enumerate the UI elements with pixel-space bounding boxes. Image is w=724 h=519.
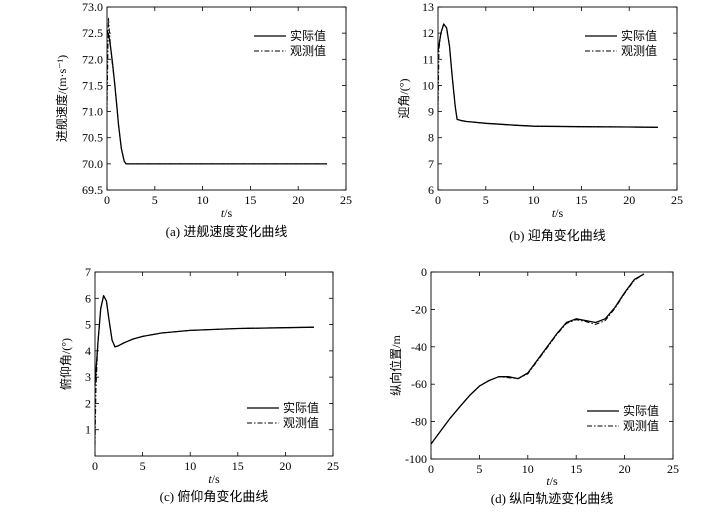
x-axis-label-var: t — [546, 474, 550, 488]
chart-caption: (d) 纵向轨迹变化曲线 — [491, 491, 613, 506]
y-tick-label: 4 — [85, 344, 91, 358]
y-tick-label: 73.0 — [82, 0, 103, 14]
plot-frame — [94, 271, 334, 457]
y-tick-label: 2 — [85, 396, 91, 410]
y-tick-label: 0 — [421, 265, 427, 279]
y-tick-label: 71.0 — [82, 105, 103, 119]
x-tick-label: 0 — [92, 459, 98, 473]
y-axis-label: 俯仰角/(°) — [58, 338, 73, 390]
legend-label: 观测值 — [623, 418, 659, 433]
series-line-observed — [437, 23, 658, 128]
series-line-observed — [430, 273, 645, 445]
y-tick-label: 70.5 — [82, 131, 103, 145]
y-tick-label: 71.5 — [82, 78, 103, 92]
y-tick-label: 72.0 — [82, 52, 103, 66]
x-tick-label: 10 — [197, 193, 209, 207]
x-tick-label: 5 — [483, 193, 489, 207]
y-axis-label: 纵向位置/m — [388, 335, 403, 396]
series-line-observed — [106, 17, 327, 165]
legend-label: 观测值 — [621, 43, 657, 58]
x-axis-label-var: t — [221, 206, 225, 220]
y-tick-label: -60 — [411, 377, 427, 391]
plot-frame — [430, 271, 674, 460]
y-tick-label: 7 — [85, 265, 91, 279]
x-tick-label: 20 — [292, 193, 304, 207]
x-axis-label: t/s — [221, 206, 233, 220]
chart-panel-2: 0 5 10 15 20 25 6 7 8 9 10 11 12 13 t/s 迎角/(°) (b) 迎角变化曲… — [397, 0, 683, 243]
legend-label: 实际值 — [621, 28, 657, 43]
y-tick-label: 5 — [85, 318, 91, 332]
y-tick-label: 12 — [422, 26, 434, 40]
y-tick-label: 13 — [422, 0, 434, 14]
y-axis-label: 迎角/(°) — [397, 78, 411, 118]
y-tick-label: 7 — [428, 157, 434, 171]
x-tick-label: 15 — [570, 462, 582, 476]
series-line-actual — [94, 295, 315, 386]
y-tick-label: 9 — [428, 105, 434, 119]
x-tick-label: 25 — [340, 193, 352, 207]
chart-panel-3: 0 5 10 15 20 25 1 2 3 4 5 6 7 t/s 俯仰角/(°) (c) 俯仰角变化曲线 实际… — [58, 265, 339, 504]
y-tick-label: 3 — [85, 370, 91, 384]
x-tick-label: 25 — [671, 193, 683, 207]
series-line-actual — [430, 273, 645, 445]
x-tick-label: 20 — [623, 193, 635, 207]
x-tick-label: 0 — [104, 193, 110, 207]
chart-panel-4: 0 5 10 15 20 25 -100 -80 -60 -40 -20 0 t/s 纵向位置/m (d) … — [388, 265, 679, 506]
y-tick-label: -40 — [411, 340, 427, 354]
y-tick-label: -80 — [411, 415, 427, 429]
x-tick-label: 5 — [476, 462, 482, 476]
legend-label: 实际值 — [290, 28, 326, 43]
y-tick-label: 72.5 — [82, 26, 103, 40]
x-tick-label: 10 — [522, 462, 534, 476]
y-tick-label: 1 — [85, 423, 91, 437]
x-axis-label-unit: /s — [550, 474, 558, 488]
x-axis-label-var: t — [552, 206, 556, 220]
x-tick-label: 25 — [327, 459, 339, 473]
x-tick-label: 15 — [575, 193, 587, 207]
y-tick-label: -100 — [405, 452, 427, 466]
legend-label: 实际值 — [623, 403, 659, 418]
x-tick-label: 15 — [232, 459, 244, 473]
y-tick-label: 6 — [428, 183, 434, 197]
y-tick-label: 70.0 — [82, 157, 103, 171]
x-tick-label: 10 — [184, 459, 196, 473]
x-tick-label: 20 — [619, 462, 631, 476]
x-tick-label: 15 — [244, 193, 256, 207]
legend-label: 实际值 — [283, 400, 319, 415]
chart-caption: (c) 俯仰角变化曲线 — [160, 489, 269, 504]
y-tick-label: 10 — [422, 78, 434, 92]
legend-label: 观测值 — [290, 43, 326, 58]
x-tick-label: 20 — [279, 459, 291, 473]
x-axis-label: t/s — [552, 206, 564, 220]
x-axis-label-unit: /s — [212, 472, 220, 486]
x-tick-label: 0 — [435, 193, 441, 207]
y-tick-label: -20 — [411, 302, 427, 316]
chart-panel-1: 0 5 10 15 20 25 69.5 70.0 70.5 71.0 71.5 72.0 72.5 73… — [54, 0, 352, 239]
x-tick-label: 0 — [428, 462, 434, 476]
series-line-observed — [94, 295, 315, 446]
x-tick-label: 10 — [528, 193, 540, 207]
x-tick-label: 25 — [667, 462, 679, 476]
chart-caption: (a) 进舰速度变化曲线 — [166, 224, 288, 239]
x-axis-label-unit: /s — [224, 206, 232, 220]
y-tick-label: 11 — [422, 52, 434, 66]
y-tick-label: 6 — [85, 291, 91, 305]
legend-label: 观测值 — [283, 415, 319, 430]
x-tick-label: 5 — [152, 193, 158, 207]
x-axis-label-var: t — [208, 472, 212, 486]
x-axis-label: t/s — [546, 474, 558, 488]
x-axis-label: t/s — [208, 472, 220, 486]
chart-caption: (b) 迎角变化曲线 — [509, 228, 605, 243]
y-tick-label: 8 — [428, 131, 434, 145]
y-tick-label: 69.5 — [82, 183, 103, 197]
x-tick-label: 5 — [140, 459, 146, 473]
y-axis-label: 进舰速度/(m·s⁻¹) — [54, 55, 69, 142]
x-axis-label-unit: /s — [555, 206, 563, 220]
